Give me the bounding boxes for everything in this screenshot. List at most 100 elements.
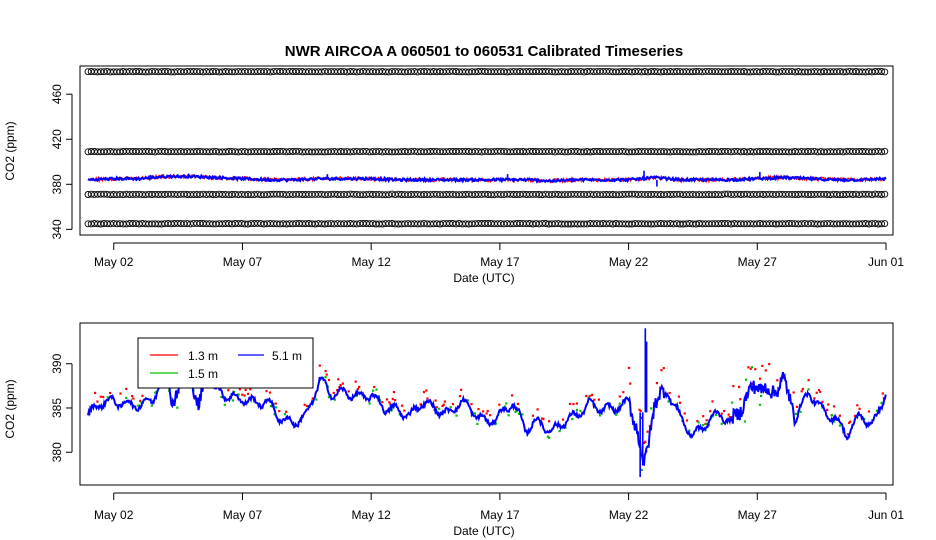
point-1-3m (588, 394, 591, 398)
bottom-height-series (87, 328, 887, 478)
point-1-3m (392, 391, 395, 394)
point-1-3m (373, 385, 376, 389)
top-calibration-points (84, 67, 889, 228)
point-1-3m (749, 367, 752, 370)
point-1-3m (327, 378, 331, 382)
point-1-3m (646, 430, 649, 433)
point-1-3m (274, 402, 277, 405)
point-1-3m (738, 385, 741, 388)
point-1-3m (541, 417, 544, 420)
calibration-point (839, 148, 847, 156)
point-1-3m (800, 390, 803, 393)
point-1-3m (119, 392, 122, 395)
point-1-5m (579, 409, 582, 412)
bottom-x-axis: May 02 May 07 May 12 May 17 May 22 May 27 Jun … (94, 492, 904, 522)
point-1-3m (801, 387, 804, 391)
point-1-5m (507, 414, 510, 417)
point-1-5m (705, 422, 708, 425)
calibration-point (881, 190, 889, 198)
point-1-3m (243, 394, 246, 397)
point-1-3m (750, 382, 753, 385)
point-1-5m (650, 407, 653, 410)
point-1-5m (231, 399, 234, 402)
legend-label-5-1m: 5.1 m (272, 349, 302, 363)
point-1-3m (485, 412, 488, 415)
point-1-3m (792, 391, 795, 394)
point-1-5m (220, 395, 223, 399)
point-1-5m (758, 403, 762, 406)
point-1-3m (542, 417, 545, 421)
point-1-5m (731, 401, 734, 404)
point-1-3m (489, 414, 492, 417)
point-1-5m (745, 378, 748, 381)
point-1-3m (685, 419, 689, 422)
point-1-3m (867, 410, 870, 413)
point-1-5m (618, 402, 621, 405)
point-1-5m (455, 414, 458, 417)
point-1-3m (732, 385, 735, 388)
top-y-tick-label: 460 (50, 84, 64, 104)
bottom-panel: May 02 May 07 May 12 May 17 May 22 May 27 Jun … (3, 322, 904, 538)
legend: 1.3 m 5.1 m 1.5 m (137, 337, 314, 389)
point-1-3m (838, 414, 841, 417)
bottom-x-tick-label: May 07 (223, 508, 263, 522)
point-1-3m (486, 409, 489, 413)
point-1-3m (696, 420, 699, 423)
point-1-3m (244, 388, 247, 391)
point-1-5m (875, 409, 879, 412)
point-1-5m (548, 436, 551, 439)
top-y-tick-label: 380 (50, 174, 64, 194)
point-1-5m (564, 426, 567, 429)
point-1-5m (575, 408, 578, 411)
point-1-5m (514, 410, 517, 414)
point-1-3m (776, 379, 779, 382)
point-1-5m (377, 395, 380, 398)
point-1-3m (498, 403, 501, 406)
calibration-point (382, 191, 390, 199)
point-1-3m (441, 404, 444, 408)
point-1-3m (443, 400, 446, 403)
point-1-3m (102, 395, 105, 399)
point-1-5m (688, 429, 691, 432)
point-1-3m (668, 391, 671, 395)
point-1-3m (238, 388, 241, 391)
point-1-3m (638, 408, 641, 411)
point-1-5m (391, 406, 394, 409)
point-1-5m (494, 422, 497, 425)
point-1-5m (517, 412, 521, 415)
point-1-3m (768, 363, 771, 366)
top-y-tick-label: 420 (50, 129, 64, 149)
point-1-3m (846, 433, 850, 436)
point-1-3m (758, 377, 762, 380)
point-1-3m (795, 405, 799, 408)
point-1-3m (442, 403, 445, 406)
top-x-tick-label: May 12 (351, 255, 391, 269)
point-1-3m (403, 409, 406, 412)
point-1-3m (629, 382, 632, 385)
point-1-3m (821, 400, 824, 403)
point-1-3m (723, 409, 726, 413)
top-plot-frame (79, 65, 894, 236)
point-1-3m (728, 415, 731, 419)
point-1-3m (739, 398, 742, 401)
point-1-3m (683, 412, 686, 415)
point-1-3m (644, 440, 647, 443)
point-1-3m (434, 399, 437, 402)
point-1-5m (714, 413, 717, 416)
point-1-5m (760, 394, 763, 398)
point-1-3m (643, 441, 646, 444)
point-1-3m (882, 397, 885, 400)
point-1-3m (881, 392, 884, 395)
point-1-5m (615, 413, 618, 416)
point-1-3m (311, 397, 314, 400)
point-1-3m (341, 382, 344, 385)
point-1-5m (794, 412, 797, 416)
point-1-3m (94, 391, 97, 394)
point-1-5m (125, 396, 128, 399)
point-1-3m (451, 403, 455, 406)
point-1-5m (233, 390, 236, 394)
top-y-tick-label: 340 (50, 219, 64, 239)
calibration-point (878, 68, 886, 75)
point-1-5m (743, 420, 746, 423)
